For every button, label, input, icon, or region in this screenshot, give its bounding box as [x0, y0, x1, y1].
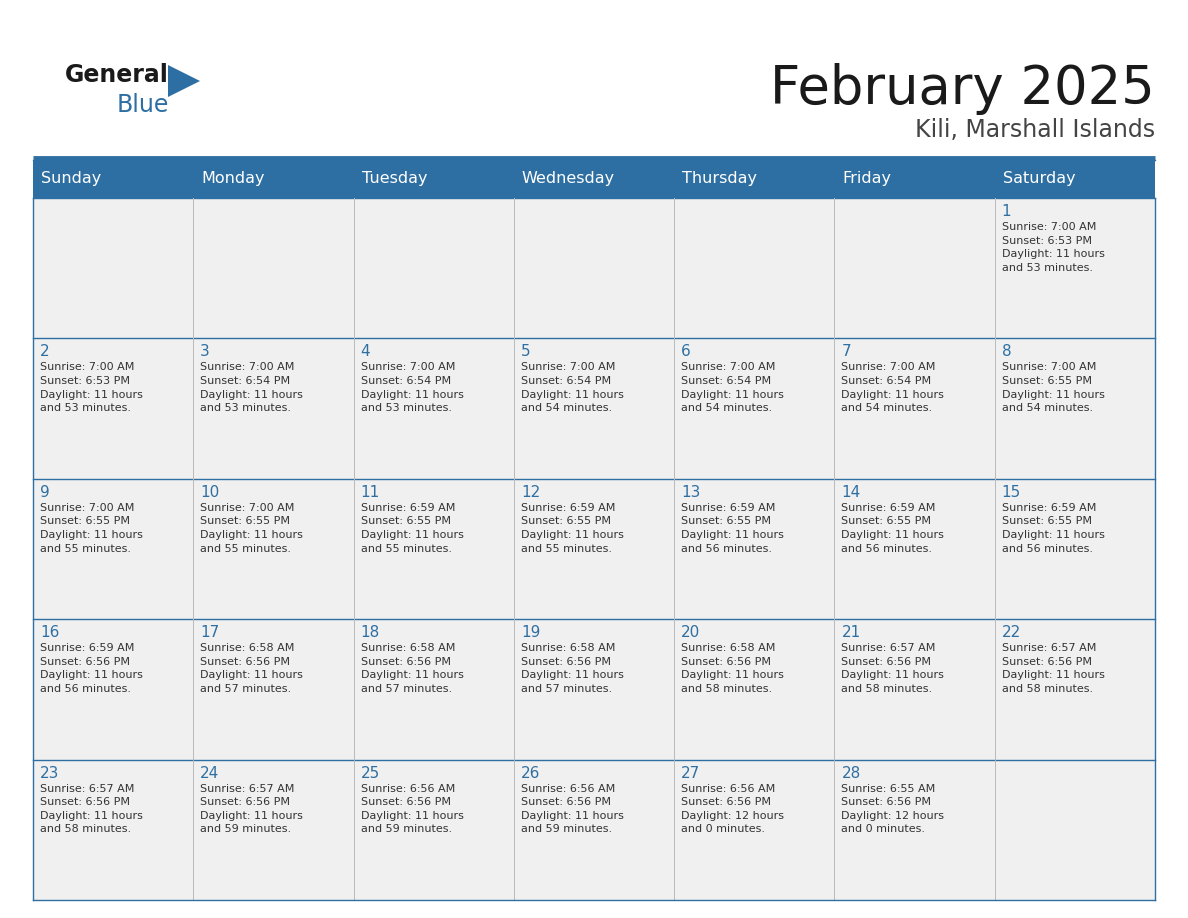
Polygon shape: [168, 65, 200, 97]
Text: 19: 19: [520, 625, 541, 640]
Text: Blue: Blue: [116, 93, 170, 117]
Text: Sunrise: 7:00 AM
Sunset: 6:55 PM
Daylight: 11 hours
and 54 minutes.: Sunrise: 7:00 AM Sunset: 6:55 PM Dayligh…: [1001, 363, 1105, 413]
Text: 15: 15: [1001, 485, 1020, 499]
Text: 22: 22: [1001, 625, 1020, 640]
Text: 4: 4: [361, 344, 371, 360]
Text: Sunrise: 6:56 AM
Sunset: 6:56 PM
Daylight: 11 hours
and 59 minutes.: Sunrise: 6:56 AM Sunset: 6:56 PM Dayligh…: [361, 784, 463, 834]
Text: Sunrise: 6:59 AM
Sunset: 6:55 PM
Daylight: 11 hours
and 56 minutes.: Sunrise: 6:59 AM Sunset: 6:55 PM Dayligh…: [841, 503, 944, 554]
Text: Sunrise: 6:57 AM
Sunset: 6:56 PM
Daylight: 11 hours
and 58 minutes.: Sunrise: 6:57 AM Sunset: 6:56 PM Dayligh…: [841, 644, 944, 694]
Text: 12: 12: [520, 485, 541, 499]
Text: 24: 24: [201, 766, 220, 780]
Text: Sunrise: 6:57 AM
Sunset: 6:56 PM
Daylight: 11 hours
and 58 minutes.: Sunrise: 6:57 AM Sunset: 6:56 PM Dayligh…: [40, 784, 143, 834]
Text: 18: 18: [361, 625, 380, 640]
Text: Sunrise: 7:00 AM
Sunset: 6:53 PM
Daylight: 11 hours
and 53 minutes.: Sunrise: 7:00 AM Sunset: 6:53 PM Dayligh…: [40, 363, 143, 413]
Text: Sunrise: 6:56 AM
Sunset: 6:56 PM
Daylight: 12 hours
and 0 minutes.: Sunrise: 6:56 AM Sunset: 6:56 PM Dayligh…: [681, 784, 784, 834]
Text: 28: 28: [841, 766, 860, 780]
Text: 17: 17: [201, 625, 220, 640]
Text: Sunrise: 6:59 AM
Sunset: 6:55 PM
Daylight: 11 hours
and 56 minutes.: Sunrise: 6:59 AM Sunset: 6:55 PM Dayligh…: [681, 503, 784, 554]
Text: Sunrise: 6:58 AM
Sunset: 6:56 PM
Daylight: 11 hours
and 57 minutes.: Sunrise: 6:58 AM Sunset: 6:56 PM Dayligh…: [520, 644, 624, 694]
Text: 20: 20: [681, 625, 701, 640]
Text: Sunrise: 6:59 AM
Sunset: 6:56 PM
Daylight: 11 hours
and 56 minutes.: Sunrise: 6:59 AM Sunset: 6:56 PM Dayligh…: [40, 644, 143, 694]
Text: 1: 1: [1001, 204, 1011, 219]
Text: Sunrise: 7:00 AM
Sunset: 6:54 PM
Daylight: 11 hours
and 54 minutes.: Sunrise: 7:00 AM Sunset: 6:54 PM Dayligh…: [681, 363, 784, 413]
Text: 21: 21: [841, 625, 860, 640]
Text: Sunrise: 7:00 AM
Sunset: 6:54 PM
Daylight: 11 hours
and 53 minutes.: Sunrise: 7:00 AM Sunset: 6:54 PM Dayligh…: [201, 363, 303, 413]
Text: Thursday: Thursday: [682, 172, 757, 186]
FancyBboxPatch shape: [33, 339, 1155, 479]
Text: Sunrise: 7:00 AM
Sunset: 6:55 PM
Daylight: 11 hours
and 55 minutes.: Sunrise: 7:00 AM Sunset: 6:55 PM Dayligh…: [40, 503, 143, 554]
Text: 23: 23: [40, 766, 59, 780]
Text: Sunrise: 6:58 AM
Sunset: 6:56 PM
Daylight: 11 hours
and 58 minutes.: Sunrise: 6:58 AM Sunset: 6:56 PM Dayligh…: [681, 644, 784, 694]
Text: Sunrise: 6:57 AM
Sunset: 6:56 PM
Daylight: 11 hours
and 59 minutes.: Sunrise: 6:57 AM Sunset: 6:56 PM Dayligh…: [201, 784, 303, 834]
Text: 7: 7: [841, 344, 851, 360]
Text: 3: 3: [201, 344, 210, 360]
Text: General: General: [65, 63, 169, 87]
Text: 11: 11: [361, 485, 380, 499]
Text: Sunrise: 6:59 AM
Sunset: 6:55 PM
Daylight: 11 hours
and 55 minutes.: Sunrise: 6:59 AM Sunset: 6:55 PM Dayligh…: [361, 503, 463, 554]
FancyBboxPatch shape: [33, 479, 1155, 620]
Text: Kili, Marshall Islands: Kili, Marshall Islands: [915, 118, 1155, 142]
Text: 27: 27: [681, 766, 701, 780]
Text: Saturday: Saturday: [1003, 172, 1075, 186]
Text: Sunrise: 6:58 AM
Sunset: 6:56 PM
Daylight: 11 hours
and 57 minutes.: Sunrise: 6:58 AM Sunset: 6:56 PM Dayligh…: [361, 644, 463, 694]
FancyBboxPatch shape: [33, 620, 1155, 759]
Text: 6: 6: [681, 344, 691, 360]
FancyBboxPatch shape: [33, 759, 1155, 900]
Text: Sunrise: 7:00 AM
Sunset: 6:54 PM
Daylight: 11 hours
and 53 minutes.: Sunrise: 7:00 AM Sunset: 6:54 PM Dayligh…: [361, 363, 463, 413]
Text: 25: 25: [361, 766, 380, 780]
Text: 9: 9: [40, 485, 50, 499]
Text: Sunrise: 7:00 AM
Sunset: 6:54 PM
Daylight: 11 hours
and 54 minutes.: Sunrise: 7:00 AM Sunset: 6:54 PM Dayligh…: [520, 363, 624, 413]
Text: 14: 14: [841, 485, 860, 499]
Text: 26: 26: [520, 766, 541, 780]
Text: Sunrise: 7:00 AM
Sunset: 6:54 PM
Daylight: 11 hours
and 54 minutes.: Sunrise: 7:00 AM Sunset: 6:54 PM Dayligh…: [841, 363, 944, 413]
Text: Sunrise: 7:00 AM
Sunset: 6:53 PM
Daylight: 11 hours
and 53 minutes.: Sunrise: 7:00 AM Sunset: 6:53 PM Dayligh…: [1001, 222, 1105, 273]
Text: Sunrise: 6:59 AM
Sunset: 6:55 PM
Daylight: 11 hours
and 56 minutes.: Sunrise: 6:59 AM Sunset: 6:55 PM Dayligh…: [1001, 503, 1105, 554]
Text: Wednesday: Wednesday: [522, 172, 615, 186]
Text: Monday: Monday: [201, 172, 265, 186]
Text: Sunrise: 6:56 AM
Sunset: 6:56 PM
Daylight: 11 hours
and 59 minutes.: Sunrise: 6:56 AM Sunset: 6:56 PM Dayligh…: [520, 784, 624, 834]
Text: Friday: Friday: [842, 172, 891, 186]
Text: Sunrise: 6:55 AM
Sunset: 6:56 PM
Daylight: 12 hours
and 0 minutes.: Sunrise: 6:55 AM Sunset: 6:56 PM Dayligh…: [841, 784, 944, 834]
Text: 5: 5: [520, 344, 531, 360]
FancyBboxPatch shape: [33, 198, 1155, 339]
Text: Sunday: Sunday: [42, 172, 101, 186]
Text: Sunrise: 6:59 AM
Sunset: 6:55 PM
Daylight: 11 hours
and 55 minutes.: Sunrise: 6:59 AM Sunset: 6:55 PM Dayligh…: [520, 503, 624, 554]
Text: 13: 13: [681, 485, 701, 499]
Text: 2: 2: [40, 344, 50, 360]
Text: 16: 16: [40, 625, 59, 640]
Text: Sunrise: 6:58 AM
Sunset: 6:56 PM
Daylight: 11 hours
and 57 minutes.: Sunrise: 6:58 AM Sunset: 6:56 PM Dayligh…: [201, 644, 303, 694]
Text: 10: 10: [201, 485, 220, 499]
Text: February 2025: February 2025: [770, 63, 1155, 115]
Text: Sunrise: 6:57 AM
Sunset: 6:56 PM
Daylight: 11 hours
and 58 minutes.: Sunrise: 6:57 AM Sunset: 6:56 PM Dayligh…: [1001, 644, 1105, 694]
Text: 8: 8: [1001, 344, 1011, 360]
Text: Tuesday: Tuesday: [361, 172, 426, 186]
FancyBboxPatch shape: [33, 160, 1155, 198]
Text: Sunrise: 7:00 AM
Sunset: 6:55 PM
Daylight: 11 hours
and 55 minutes.: Sunrise: 7:00 AM Sunset: 6:55 PM Dayligh…: [201, 503, 303, 554]
